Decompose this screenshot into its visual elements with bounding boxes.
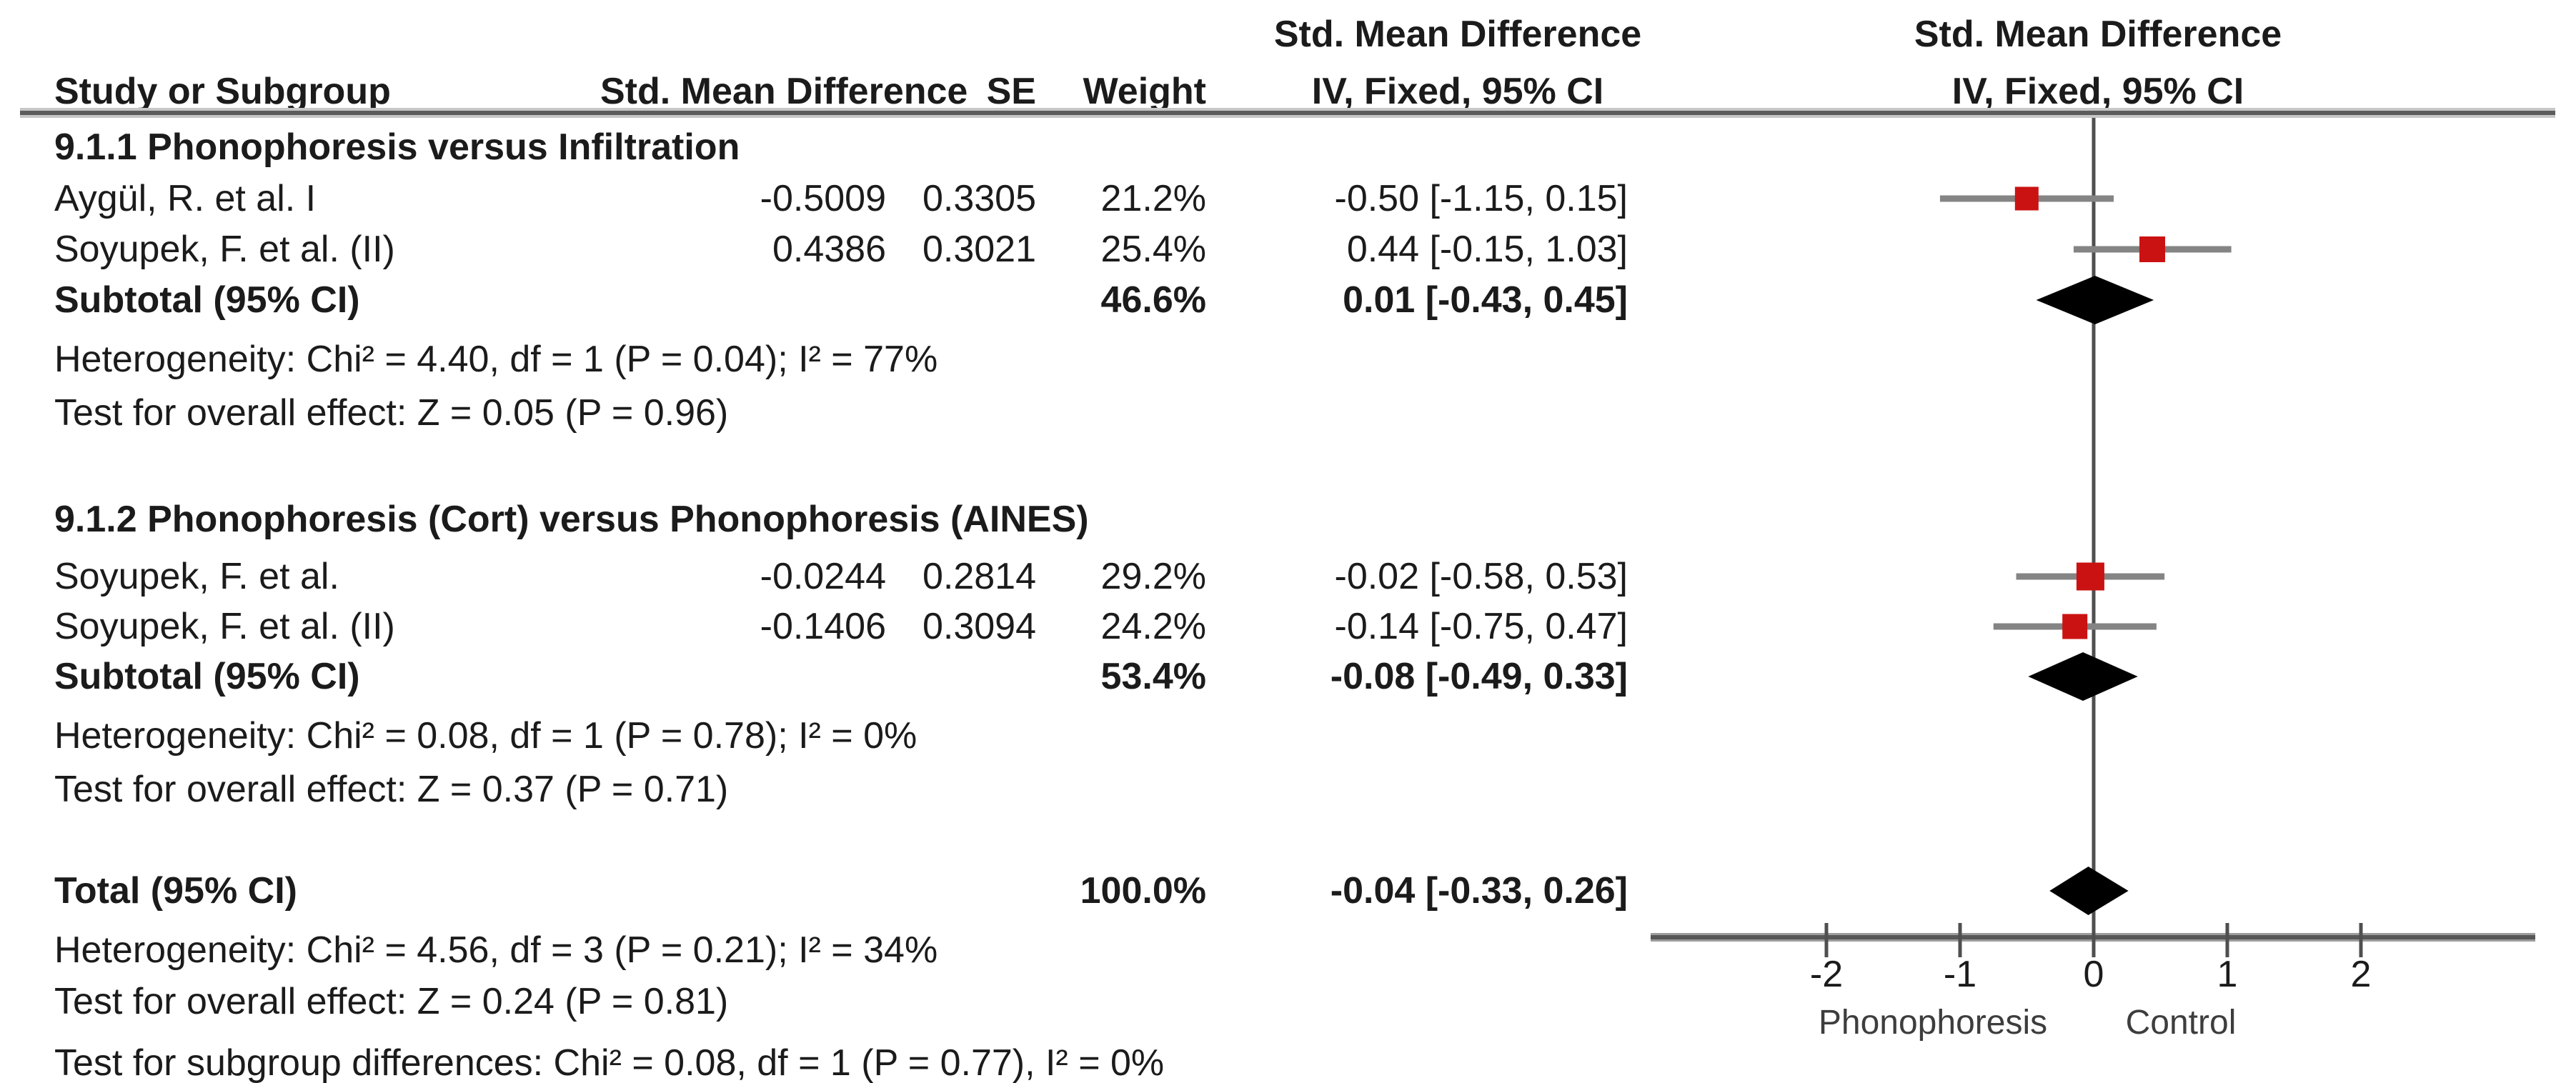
effect-square — [2014, 186, 2039, 211]
x-axis-tick — [1958, 923, 1962, 957]
effect-square — [2076, 562, 2104, 591]
study-label: Aygül, R. et al. I — [54, 178, 317, 219]
study-se: 0.3021 — [922, 229, 1036, 270]
study-ci-text: -0.50 [-1.15, 0.15] — [1334, 178, 1628, 219]
heterogeneity-note: Heterogeneity: Chi² = 0.08, df = 1 (P = … — [54, 715, 917, 757]
subgroup-heading: 9.1.1 Phonophoresis versus Infiltration — [54, 126, 740, 168]
plot-header-line2: IV, Fixed, 95% CI — [1951, 71, 2244, 112]
effect-column-header-line1: Std. Mean Difference — [1273, 14, 1642, 55]
weight-column-header: Weight — [1083, 71, 1206, 112]
study-column-header: Study or Subgroup — [54, 71, 391, 112]
study-smd: -0.5009 — [760, 178, 886, 219]
study-label: Soyupek, F. et al. (II) — [54, 229, 395, 270]
subtotal-label: Subtotal (95% CI) — [54, 279, 360, 321]
subtotal-ci-text: 0.01 [-0.43, 0.45] — [1343, 279, 1628, 321]
study-ci-text: -0.02 [-0.58, 0.53] — [1334, 556, 1628, 597]
study-se: 0.3094 — [922, 606, 1036, 647]
total-diamond — [2049, 867, 2129, 915]
effect-square — [2062, 614, 2088, 639]
subtotal-weight: 53.4% — [1100, 656, 1206, 697]
axis-tick-label: 0 — [2083, 954, 2104, 995]
total-weight: 100.0% — [1080, 870, 1206, 912]
header-separator-rule — [20, 108, 2555, 118]
study-weight: 21.2% — [1100, 178, 1206, 219]
axis-right-direction-label: Control — [2125, 1004, 2237, 1042]
x-axis-tick — [2092, 923, 2096, 957]
study-se: 0.2814 — [922, 556, 1036, 597]
x-axis-tick — [1824, 923, 1829, 957]
study-ci-text: 0.44 [-0.15, 1.03] — [1346, 229, 1628, 270]
study-smd: -0.1406 — [760, 606, 886, 647]
subtotal-ci-text: -0.08 [-0.49, 0.33] — [1330, 656, 1628, 697]
study-smd: -0.0244 — [760, 556, 886, 597]
axis-tick-label: 2 — [2350, 954, 2372, 995]
subgroup-differences-note: Test for subgroup differences: Chi² = 0.… — [54, 1042, 1165, 1083]
heterogeneity-note: Heterogeneity: Chi² = 4.40, df = 1 (P = … — [54, 339, 938, 380]
x-axis-tick — [2359, 923, 2363, 957]
x-axis-tick — [2225, 923, 2229, 957]
zero-effect-line — [2092, 118, 2096, 937]
overall-effect-note: Test for overall effect: Z = 0.37 (P = 0… — [54, 769, 729, 810]
total-label: Total (95% CI) — [54, 870, 297, 912]
study-label: Soyupek, F. et al. — [54, 556, 339, 597]
axis-tick-label: -2 — [1809, 954, 1844, 995]
se-column-header: SE — [986, 71, 1036, 112]
effect-square — [2139, 236, 2166, 262]
subgroup-heading: 9.1.2 Phonophoresis (Cort) versus Phonop… — [54, 499, 1089, 540]
subtotal-label: Subtotal (95% CI) — [54, 656, 360, 697]
subtotal-diamond — [2036, 276, 2154, 324]
overall-effect-note: Test for overall effect: Z = 0.05 (P = 0… — [54, 392, 729, 434]
subtotal-diamond — [2028, 652, 2138, 701]
study-weight: 24.2% — [1100, 606, 1206, 647]
study-se: 0.3305 — [922, 178, 1036, 219]
study-ci-text: -0.14 [-0.75, 0.47] — [1334, 606, 1628, 647]
study-weight: 29.2% — [1100, 556, 1206, 597]
subtotal-weight: 46.6% — [1100, 279, 1206, 321]
axis-left-direction-label: Phonophoresis — [1818, 1004, 2048, 1042]
plot-header-line1: Std. Mean Difference — [1914, 14, 2282, 55]
total-ci-text: -0.04 [-0.33, 0.26] — [1330, 870, 1628, 912]
heterogeneity-note: Heterogeneity: Chi² = 4.56, df = 3 (P = … — [54, 929, 938, 971]
axis-tick-label: 1 — [2217, 954, 2238, 995]
header-separator-core — [20, 111, 2555, 115]
study-label: Soyupek, F. et al. (II) — [54, 606, 395, 647]
overall-effect-note: Test for overall effect: Z = 0.24 (P = 0… — [54, 981, 729, 1022]
axis-tick-label: -1 — [1943, 954, 1977, 995]
study-smd: 0.4386 — [772, 229, 886, 270]
effect-column-header-line2: IV, Fixed, 95% CI — [1311, 71, 1604, 112]
study-weight: 25.4% — [1100, 229, 1206, 270]
